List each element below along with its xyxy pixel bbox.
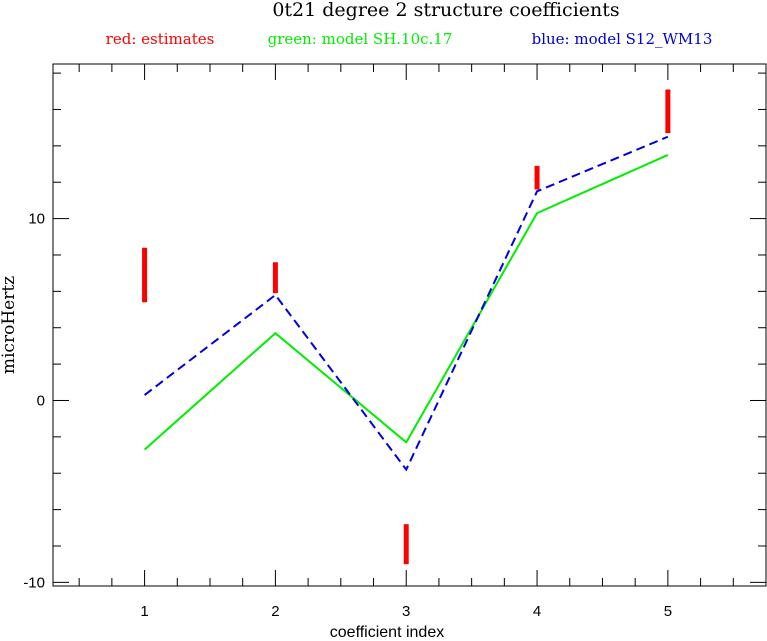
legend-entry: green: model SH.10c.17 bbox=[268, 30, 453, 48]
y-tick-label: -10 bbox=[23, 574, 45, 591]
green-model-line bbox=[143, 154, 669, 451]
x-tick-label: 3 bbox=[402, 603, 410, 620]
x-tick-label: 2 bbox=[271, 603, 279, 620]
blue-model-line bbox=[143, 135, 669, 472]
x-tick-label: 5 bbox=[664, 603, 672, 620]
plot-frame bbox=[52, 63, 767, 587]
x-axis-label: coefficient index bbox=[330, 624, 444, 641]
x-tick-label: 1 bbox=[140, 603, 148, 620]
legend-entry: blue: model S12_WM13 bbox=[532, 30, 713, 48]
estimate-bars bbox=[142, 89, 671, 565]
series-lines bbox=[143, 135, 669, 472]
axis-ticks: 1 2 3 4 5 -10 0 10 bbox=[23, 64, 767, 620]
legend: red: estimates green: model SH.10c.17 blue… bbox=[106, 30, 713, 48]
y-tick-label: 10 bbox=[28, 211, 45, 228]
legend-entry: red: estimates bbox=[106, 30, 215, 48]
chart-title: 0t21 degree 2 structure coefficients bbox=[272, 0, 619, 21]
x-tick-label: 4 bbox=[533, 603, 541, 620]
y-axis-label: microHertz bbox=[0, 276, 19, 374]
y-tick-label: 0 bbox=[37, 392, 45, 409]
